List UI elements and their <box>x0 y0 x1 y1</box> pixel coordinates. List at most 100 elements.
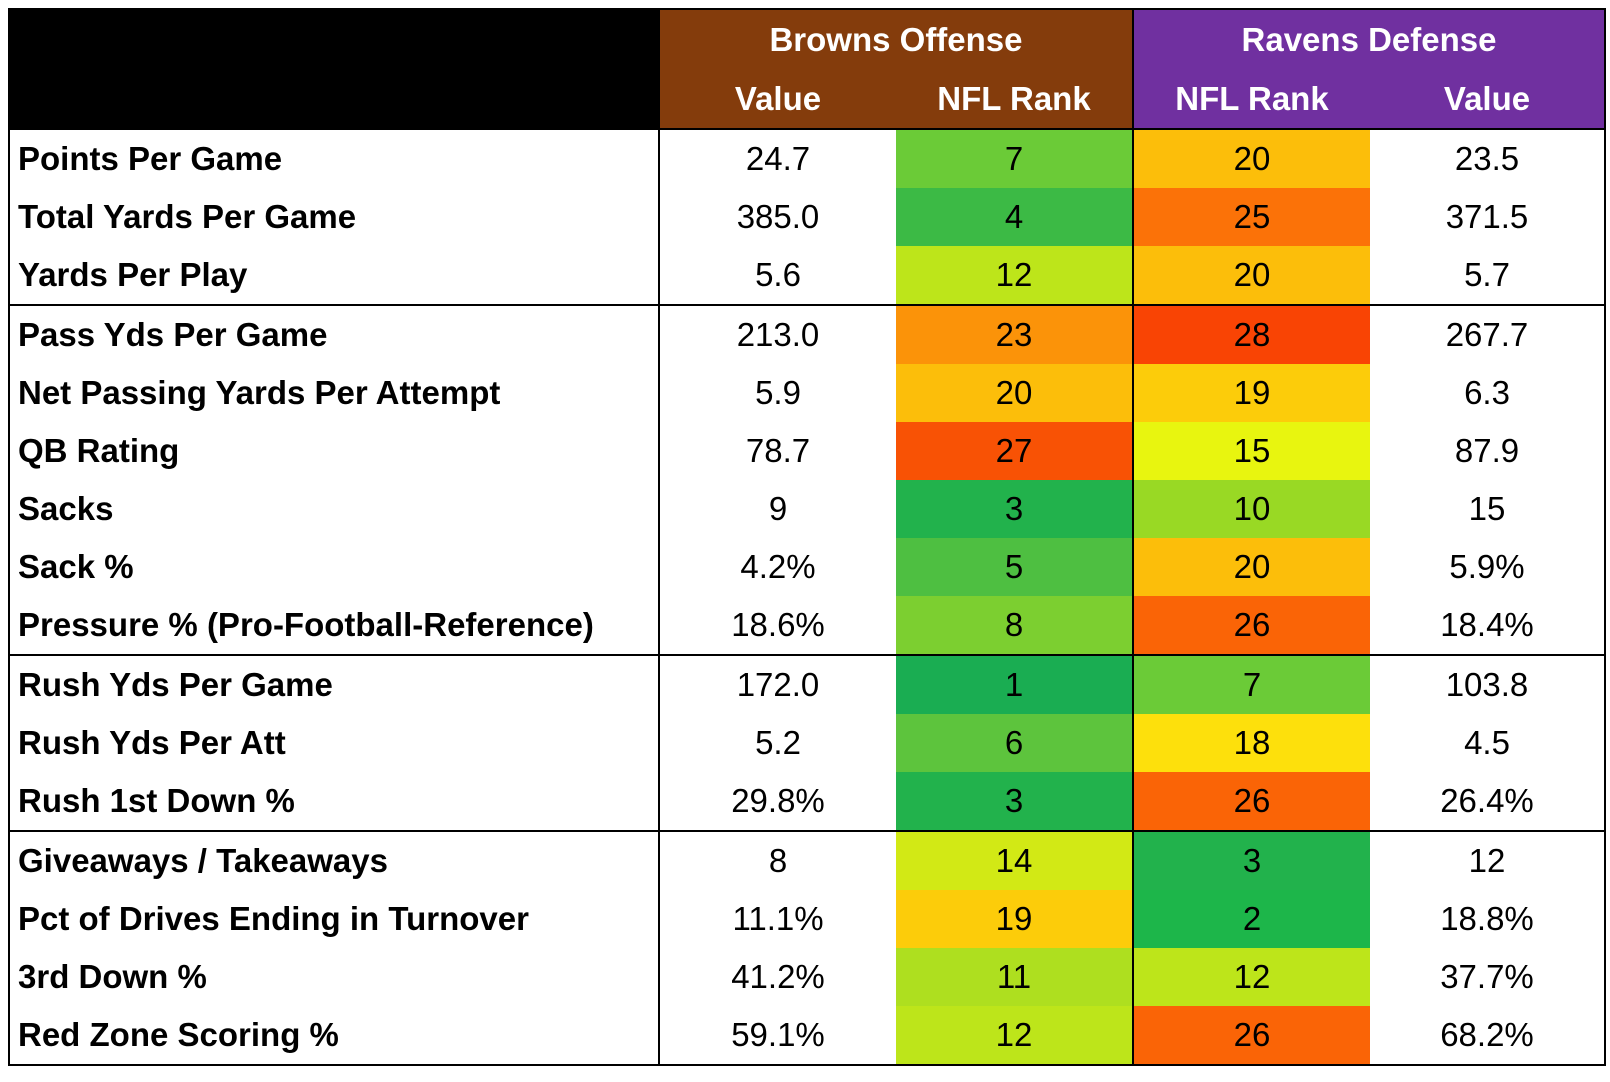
metric-label: Total Yards Per Game <box>9 188 660 246</box>
browns-rank: 3 <box>896 480 1133 538</box>
browns-rank: 7 <box>896 128 1133 188</box>
metric-label: Yards Per Play <box>9 246 660 305</box>
ravens-rank: 2 <box>1132 890 1370 948</box>
ravens-value: 23.5 <box>1370 128 1605 188</box>
ravens-value: 15 <box>1468 490 1506 527</box>
metric-label: Sack % <box>9 538 660 596</box>
table-row: QB Rating 78.7 27 15 87.9 <box>9 422 1605 480</box>
ravens-rank: 25 <box>1132 188 1370 246</box>
metric-label: Rush Yds Per Att <box>9 714 660 772</box>
browns-rank: 14 <box>896 830 1133 890</box>
browns-rank: 23 <box>896 304 1133 364</box>
ravens-rank: 26 <box>1132 1006 1370 1065</box>
metric-label: Pass Yds Per Game <box>9 304 660 364</box>
metric-label: Points Per Game <box>9 128 660 188</box>
table-body: Points Per Game 24.7 7 20 23.5 Total Yards Pe… <box>9 128 1605 1065</box>
ravens-value: 4.5 <box>1464 724 1510 761</box>
browns-rank: 27 <box>896 422 1133 480</box>
ravens-value: 26.4% <box>1440 782 1534 819</box>
browns-value: 59.1% <box>731 1016 825 1053</box>
browns-value: 78.7 <box>745 432 811 469</box>
metric-label: Sacks <box>9 480 660 538</box>
stats-table: Browns Offense Ravens Defense Value NFL … <box>8 8 1606 1066</box>
browns-value: 4.2% <box>740 548 816 585</box>
ravens-value: 37.7% <box>1440 958 1534 995</box>
browns-rank: 1 <box>896 654 1133 714</box>
browns-value: 213.0 <box>659 304 896 364</box>
browns-rank: 19 <box>896 890 1133 948</box>
ravens-value: 371.5 <box>1445 198 1529 235</box>
table-row: Pass Yds Per Game 213.0 23 28 267.7 <box>9 304 1605 364</box>
browns-value: 385.0 <box>736 198 820 235</box>
metric-label: Net Passing Yards Per Attempt <box>9 364 660 422</box>
ravens-rank: 26 <box>1132 596 1370 655</box>
team-header: Browns Offense <box>659 9 1133 69</box>
ravens-value: 68.2% <box>1440 1016 1534 1053</box>
ravens-rank: 18 <box>1132 714 1370 772</box>
column-header: Value <box>659 69 896 129</box>
browns-value: 8 <box>659 830 896 890</box>
ravens-value: 18.8% <box>1440 900 1534 937</box>
metric-label: Pressure % (Pro-Football-Reference) <box>9 596 660 655</box>
metric-label: QB Rating <box>9 422 660 480</box>
table-row: Pressure % (Pro-Football-Reference) 18.6%… <box>9 596 1605 655</box>
browns-rank: 4 <box>896 188 1133 246</box>
browns-value: 172.0 <box>659 654 896 714</box>
table-row: Rush Yds Per Game 172.0 1 7 103.8 <box>9 654 1605 714</box>
table-row: Red Zone Scoring % 59.1% 12 26 68.2% <box>9 1006 1605 1065</box>
ravens-rank: 26 <box>1132 772 1370 831</box>
ravens-value: 5.9% <box>1449 548 1525 585</box>
ravens-rank: 19 <box>1132 364 1370 422</box>
table-row: Pct of Drives Ending in Turnover 11.1% 19 2… <box>9 890 1605 948</box>
metric-label: 3rd Down % <box>9 948 660 1006</box>
ravens-value: 103.8 <box>1370 654 1605 714</box>
table-row: Rush 1st Down % 29.8% 3 26 26.4% <box>9 772 1605 831</box>
metric-label: Rush 1st Down % <box>9 772 660 831</box>
browns-value: 24.7 <box>659 128 896 188</box>
metric-label: Pct of Drives Ending in Turnover <box>9 890 660 948</box>
table-row: Sack % 4.2% 5 20 5.9% <box>9 538 1605 596</box>
metric-label: Rush Yds Per Game <box>9 654 660 714</box>
metric-label: Giveaways / Takeaways <box>9 830 660 890</box>
column-header: NFL Rank <box>896 69 1133 129</box>
browns-value: 9 <box>768 490 788 527</box>
table-row: Points Per Game 24.7 7 20 23.5 <box>9 128 1605 188</box>
browns-rank: 12 <box>896 1006 1133 1065</box>
ravens-value: 18.4% <box>1440 606 1534 643</box>
table-row: 3rd Down % 41.2% 11 12 37.7% <box>9 948 1605 1006</box>
browns-rank: 11 <box>896 948 1133 1006</box>
ravens-value: 267.7 <box>1370 304 1605 364</box>
browns-rank: 12 <box>896 246 1133 305</box>
ravens-value: 87.9 <box>1454 432 1520 469</box>
browns-value: 5.9 <box>755 374 801 411</box>
table-row: Sacks 9 3 10 15 <box>9 480 1605 538</box>
table-row: Total Yards Per Game 385.0 4 25 371.5 <box>9 188 1605 246</box>
team-header: Ravens Defense <box>1132 9 1605 69</box>
browns-value: 11.1% <box>732 900 824 937</box>
ravens-value: 12 <box>1370 830 1605 890</box>
browns-rank: 5 <box>896 538 1133 596</box>
ravens-rank: 3 <box>1132 830 1370 890</box>
table-row: Net Passing Yards Per Attempt 5.9 20 19 6.3 <box>9 364 1605 422</box>
table-row: Giveaways / Takeaways 8 14 3 12 <box>9 830 1605 890</box>
browns-value: 18.6% <box>731 606 825 643</box>
table-row: Yards Per Play 5.6 12 20 5.7 <box>9 246 1605 305</box>
browns-rank: 3 <box>896 772 1133 831</box>
column-header: NFL Rank <box>1132 69 1370 129</box>
ravens-rank: 28 <box>1132 304 1370 364</box>
ravens-value: 5.7 <box>1464 256 1510 293</box>
browns-rank: 8 <box>896 596 1133 655</box>
ravens-rank: 20 <box>1132 246 1370 305</box>
metric-label: Red Zone Scoring % <box>9 1006 660 1065</box>
browns-rank: 6 <box>896 714 1133 772</box>
ravens-rank: 20 <box>1132 128 1370 188</box>
browns-value: 5.6 <box>755 256 801 293</box>
browns-rank: 20 <box>896 364 1133 422</box>
corner-cell <box>9 9 660 129</box>
ravens-rank: 12 <box>1132 948 1370 1006</box>
ravens-value: 6.3 <box>1464 374 1510 411</box>
ravens-rank: 15 <box>1132 422 1370 480</box>
browns-value: 29.8% <box>731 782 825 819</box>
ravens-rank: 7 <box>1132 654 1370 714</box>
